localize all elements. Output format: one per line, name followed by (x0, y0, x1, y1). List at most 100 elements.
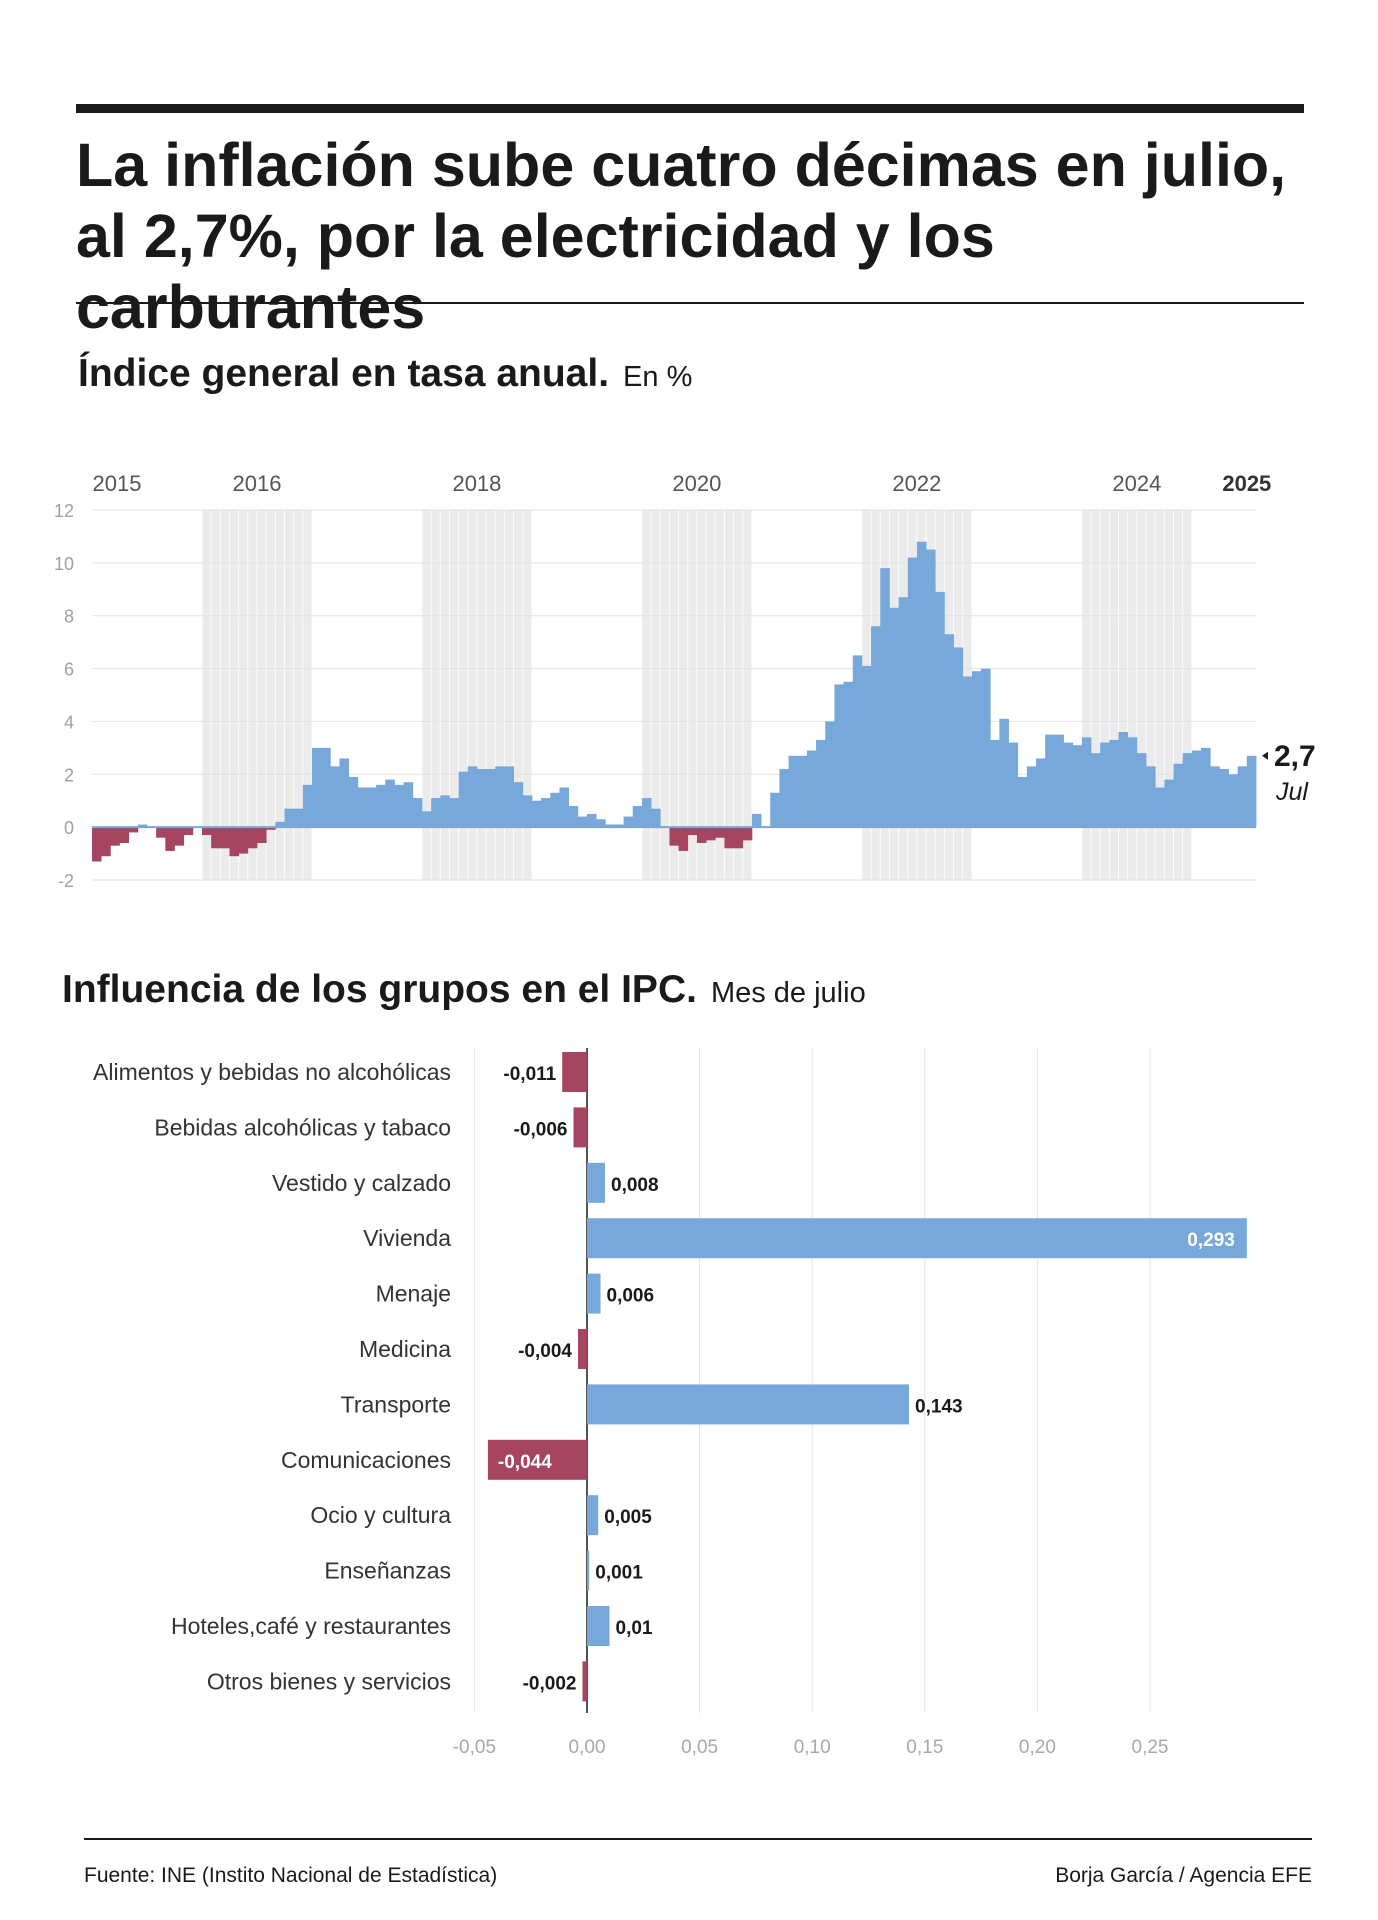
section2-subtitle: Mes de julio (710, 977, 866, 1009)
inflation-bar (1026, 766, 1037, 828)
inflation-bar (843, 681, 854, 828)
y-tick-label: 6 (64, 660, 74, 680)
inflation-bar (284, 808, 295, 828)
inflation-bar (412, 798, 423, 828)
inflation-bar (1109, 739, 1119, 828)
inflation-bar (550, 792, 560, 828)
last-month-label: Jul (1275, 778, 1309, 806)
inflation-bar (687, 827, 698, 836)
x-tick-label: 0,20 (1019, 1737, 1056, 1758)
inflation-bar (1045, 734, 1055, 828)
section1-subtitle: En % (623, 361, 693, 393)
inflation-bar (137, 824, 148, 828)
inflation-bar (1127, 737, 1138, 828)
inflation-bar (889, 607, 899, 828)
inflation-bar (651, 808, 661, 828)
inflation-bar (321, 747, 331, 828)
source-note: Fuente: INE (Instito Nacional de Estadís… (84, 1864, 498, 1887)
category-label: Transporte (341, 1391, 451, 1417)
value-label: 0,008 (611, 1175, 659, 1196)
inflation-bar (1008, 742, 1019, 828)
inflation-bar (623, 816, 634, 828)
inflation-bar (1228, 774, 1239, 828)
y-tick-label: 0 (64, 818, 74, 838)
inflation-bar (742, 827, 753, 841)
inflation-bar (513, 782, 524, 828)
inflation-bar (751, 813, 762, 828)
inflation-bar (339, 758, 350, 828)
inflation-bar (816, 739, 826, 828)
year-label: 2025 (1222, 471, 1271, 496)
value-label: 0,293 (1187, 1230, 1235, 1251)
influence-bar (587, 1550, 590, 1591)
inflation-bar (183, 827, 194, 836)
inflation-bar (504, 766, 515, 828)
section2-title: Influencia de los grupos en el IPC. (62, 968, 697, 1011)
inflation-bar (211, 827, 221, 849)
inflation-bar (330, 766, 340, 828)
pointer-icon (1262, 751, 1268, 760)
title-rule (76, 302, 1304, 304)
inflation-bar (852, 655, 863, 828)
value-label: 0,005 (604, 1507, 652, 1528)
category-label: Vivienda (363, 1225, 451, 1251)
inflation-bar (935, 591, 945, 828)
inflation-bar (898, 597, 909, 828)
influence-bar (582, 1661, 587, 1702)
year-label: 2015 (93, 471, 142, 496)
inflation-bar (971, 671, 982, 828)
inflation-bar (926, 549, 936, 828)
influence-bar (573, 1107, 587, 1148)
inflation-bar (101, 827, 111, 857)
year-label: 2018 (452, 471, 501, 496)
inflation-bar (641, 798, 652, 828)
inflation-annual-chart: 12 10 8 6 4 2 0 -2 2015 2016 2018 2020 2022 2024 2025 2… (54, 471, 1316, 891)
year-label: 2016 (232, 471, 281, 496)
inflation-bar (1201, 747, 1211, 828)
inflation-bar (568, 806, 579, 828)
inflation-bar (92, 827, 102, 862)
x-tick-label: 0,25 (1132, 1737, 1169, 1758)
category-label: Otros bienes y servicios (207, 1668, 451, 1694)
inflation-bar (275, 821, 285, 828)
inflation-bar (678, 827, 689, 851)
inflation-bar (1155, 787, 1165, 828)
last-value-label: 2,7 (1274, 740, 1316, 773)
inflation-bar (834, 684, 844, 828)
inflation-bar (156, 827, 166, 838)
x-tick-label: 0,00 (569, 1737, 606, 1758)
inflation-bar (440, 795, 450, 828)
inflation-bar (467, 766, 478, 828)
value-label: 0,001 (595, 1563, 643, 1584)
inflation-bar (495, 766, 505, 828)
inflation-bar (871, 626, 881, 828)
inflation-bar (201, 827, 212, 836)
category-label: Medicina (359, 1336, 451, 1362)
inflation-bar (981, 668, 991, 828)
inflation-bar (256, 827, 267, 843)
y-tick-label: 4 (64, 712, 74, 732)
inflation-bar (110, 827, 120, 846)
inflation-bar (476, 769, 487, 828)
inflation-bar (541, 798, 551, 828)
inflation-bar (531, 800, 542, 828)
inflation-bar (953, 647, 964, 828)
inflation-bar (999, 718, 1009, 828)
influence-bar (587, 1495, 599, 1536)
influence-bar (487, 1439, 587, 1480)
inflation-bar (880, 568, 890, 828)
influence-bar (587, 1273, 601, 1314)
inflation-bar (394, 784, 405, 828)
inflation-bar (1146, 766, 1156, 828)
inflation-bar (238, 827, 249, 854)
year-label: 2024 (1112, 471, 1161, 496)
section1-title: Índice general en tasa anual. (78, 352, 610, 395)
value-label: -0,002 (523, 1673, 577, 1694)
value-label: 0,006 (607, 1286, 655, 1307)
influence-bar (577, 1329, 587, 1369)
inflation-bar (1173, 763, 1184, 828)
inflation-bar (1081, 737, 1092, 828)
inflation-bar (706, 827, 716, 841)
inflation-bar (421, 811, 432, 828)
inflation-bar (1100, 742, 1110, 828)
